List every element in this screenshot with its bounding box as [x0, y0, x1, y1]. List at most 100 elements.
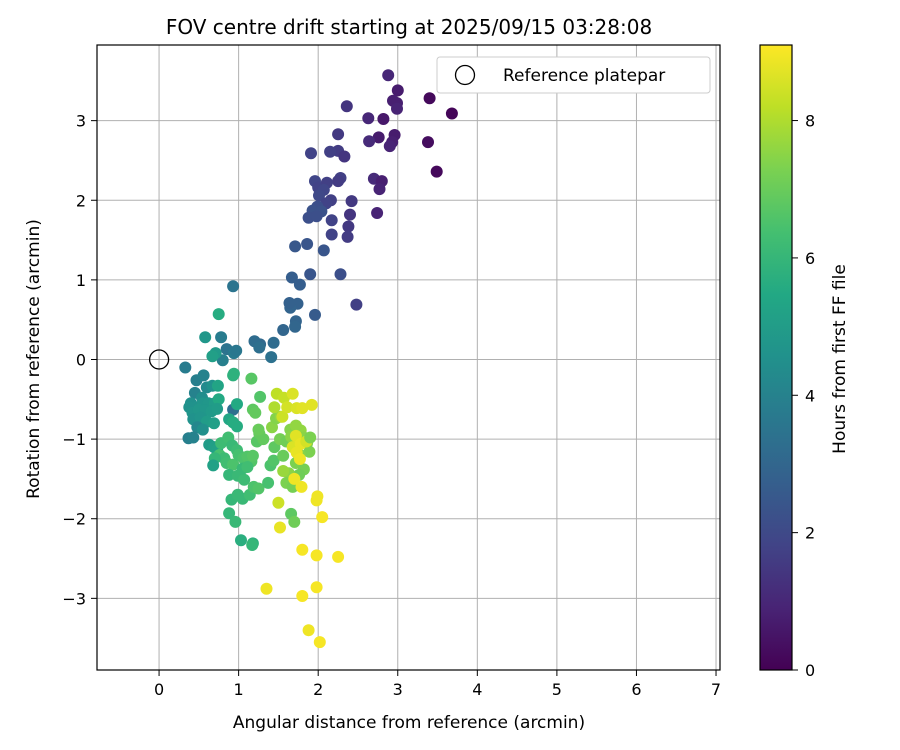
data-point — [296, 402, 309, 415]
data-point — [289, 320, 302, 333]
data-point — [211, 402, 224, 415]
data-point — [276, 410, 289, 423]
data-point — [423, 92, 436, 105]
data-point — [293, 278, 306, 291]
data-point — [227, 367, 240, 380]
reference-platepar-marker — [148, 349, 170, 370]
grid — [97, 45, 720, 670]
x-tick-label: 2 — [313, 680, 323, 699]
data-point — [310, 210, 323, 223]
data-point — [289, 240, 302, 253]
data-point — [231, 398, 243, 411]
data-point — [293, 453, 306, 465]
data-point — [295, 480, 308, 493]
y-tick-label: −1 — [62, 430, 86, 449]
colorbar-tick-label: 6 — [805, 249, 815, 268]
data-point — [199, 331, 212, 344]
chart-title: FOV centre drift starting at 2025/09/15 … — [166, 15, 652, 39]
data-point — [303, 445, 316, 458]
x-tick-label: 1 — [234, 680, 244, 699]
y-tick-label: −2 — [62, 510, 86, 529]
data-point — [309, 308, 321, 321]
data-point — [304, 268, 317, 281]
data-point — [223, 507, 236, 520]
data-point — [241, 461, 254, 473]
x-tick-label: 4 — [472, 680, 482, 699]
data-point — [332, 175, 345, 188]
data-point — [305, 398, 318, 411]
data-point — [305, 147, 317, 160]
data-point — [223, 468, 236, 481]
data-point — [196, 423, 209, 436]
y-tick-label: 1 — [76, 271, 86, 290]
data-point — [257, 433, 270, 446]
data-point — [227, 280, 240, 293]
data-point — [344, 208, 356, 221]
x-tick-label: 3 — [393, 680, 403, 699]
data-point — [207, 459, 220, 472]
data-point — [206, 350, 219, 363]
colorbar: 0 2 4 6 8 Hours from first FF file — [759, 44, 850, 680]
data-point — [350, 298, 363, 311]
data-point — [372, 131, 385, 144]
data-point — [245, 372, 258, 385]
data-point — [296, 543, 309, 556]
x-tick-label: 7 — [711, 680, 721, 699]
data-point — [179, 361, 192, 374]
data-point — [377, 113, 390, 125]
data-point — [254, 390, 267, 403]
data-point — [371, 207, 384, 219]
data-point — [310, 549, 323, 562]
data-point — [332, 128, 345, 141]
data-point — [187, 431, 200, 444]
data-point — [316, 511, 329, 524]
data-point — [340, 100, 353, 113]
colorbar-gradient — [759, 44, 793, 671]
data-point — [342, 220, 355, 233]
data-point — [383, 140, 396, 153]
data-point — [281, 401, 294, 414]
x-axis-ticks: 0 1 2 3 4 5 6 7 — [154, 670, 721, 699]
data-point — [324, 145, 337, 158]
colorbar-ticks: 0 2 4 6 8 — [792, 112, 815, 680]
data-point — [265, 351, 278, 364]
colorbar-tick-label: 0 — [805, 661, 815, 680]
legend-box — [436, 56, 711, 94]
data-point — [208, 417, 220, 430]
data-point — [252, 482, 265, 495]
data-point — [246, 539, 259, 551]
data-point — [445, 107, 458, 120]
legend: Reference platepar — [436, 56, 711, 94]
data-point — [267, 454, 280, 467]
data-point — [238, 473, 251, 486]
data-point — [262, 476, 275, 489]
data-point — [260, 582, 273, 595]
y-tick-label: −3 — [62, 589, 86, 608]
legend-marker-icon — [454, 64, 476, 86]
data-point — [382, 69, 395, 82]
data-point — [325, 214, 338, 227]
data-point — [252, 423, 265, 436]
data-point — [230, 344, 243, 357]
data-point — [422, 136, 434, 149]
data-point — [338, 150, 351, 163]
colorbar-tick-label: 2 — [805, 524, 815, 543]
data-point — [362, 112, 375, 125]
data-point — [246, 449, 259, 462]
data-point — [334, 268, 347, 281]
data-point — [277, 465, 290, 477]
data-points — [179, 69, 458, 649]
x-axis-label: Angular distance from reference (arcmin) — [233, 713, 585, 733]
y-tick-label: 0 — [76, 350, 86, 369]
y-tick-label: 3 — [76, 112, 86, 131]
data-point — [313, 189, 325, 202]
colorbar-tick-label: 8 — [805, 112, 815, 131]
data-point — [332, 550, 345, 563]
data-point — [253, 341, 266, 354]
data-point — [310, 494, 323, 507]
data-point — [268, 401, 281, 414]
data-point — [430, 165, 443, 178]
data-point — [231, 420, 243, 433]
data-point — [301, 238, 314, 250]
data-point — [345, 195, 358, 208]
